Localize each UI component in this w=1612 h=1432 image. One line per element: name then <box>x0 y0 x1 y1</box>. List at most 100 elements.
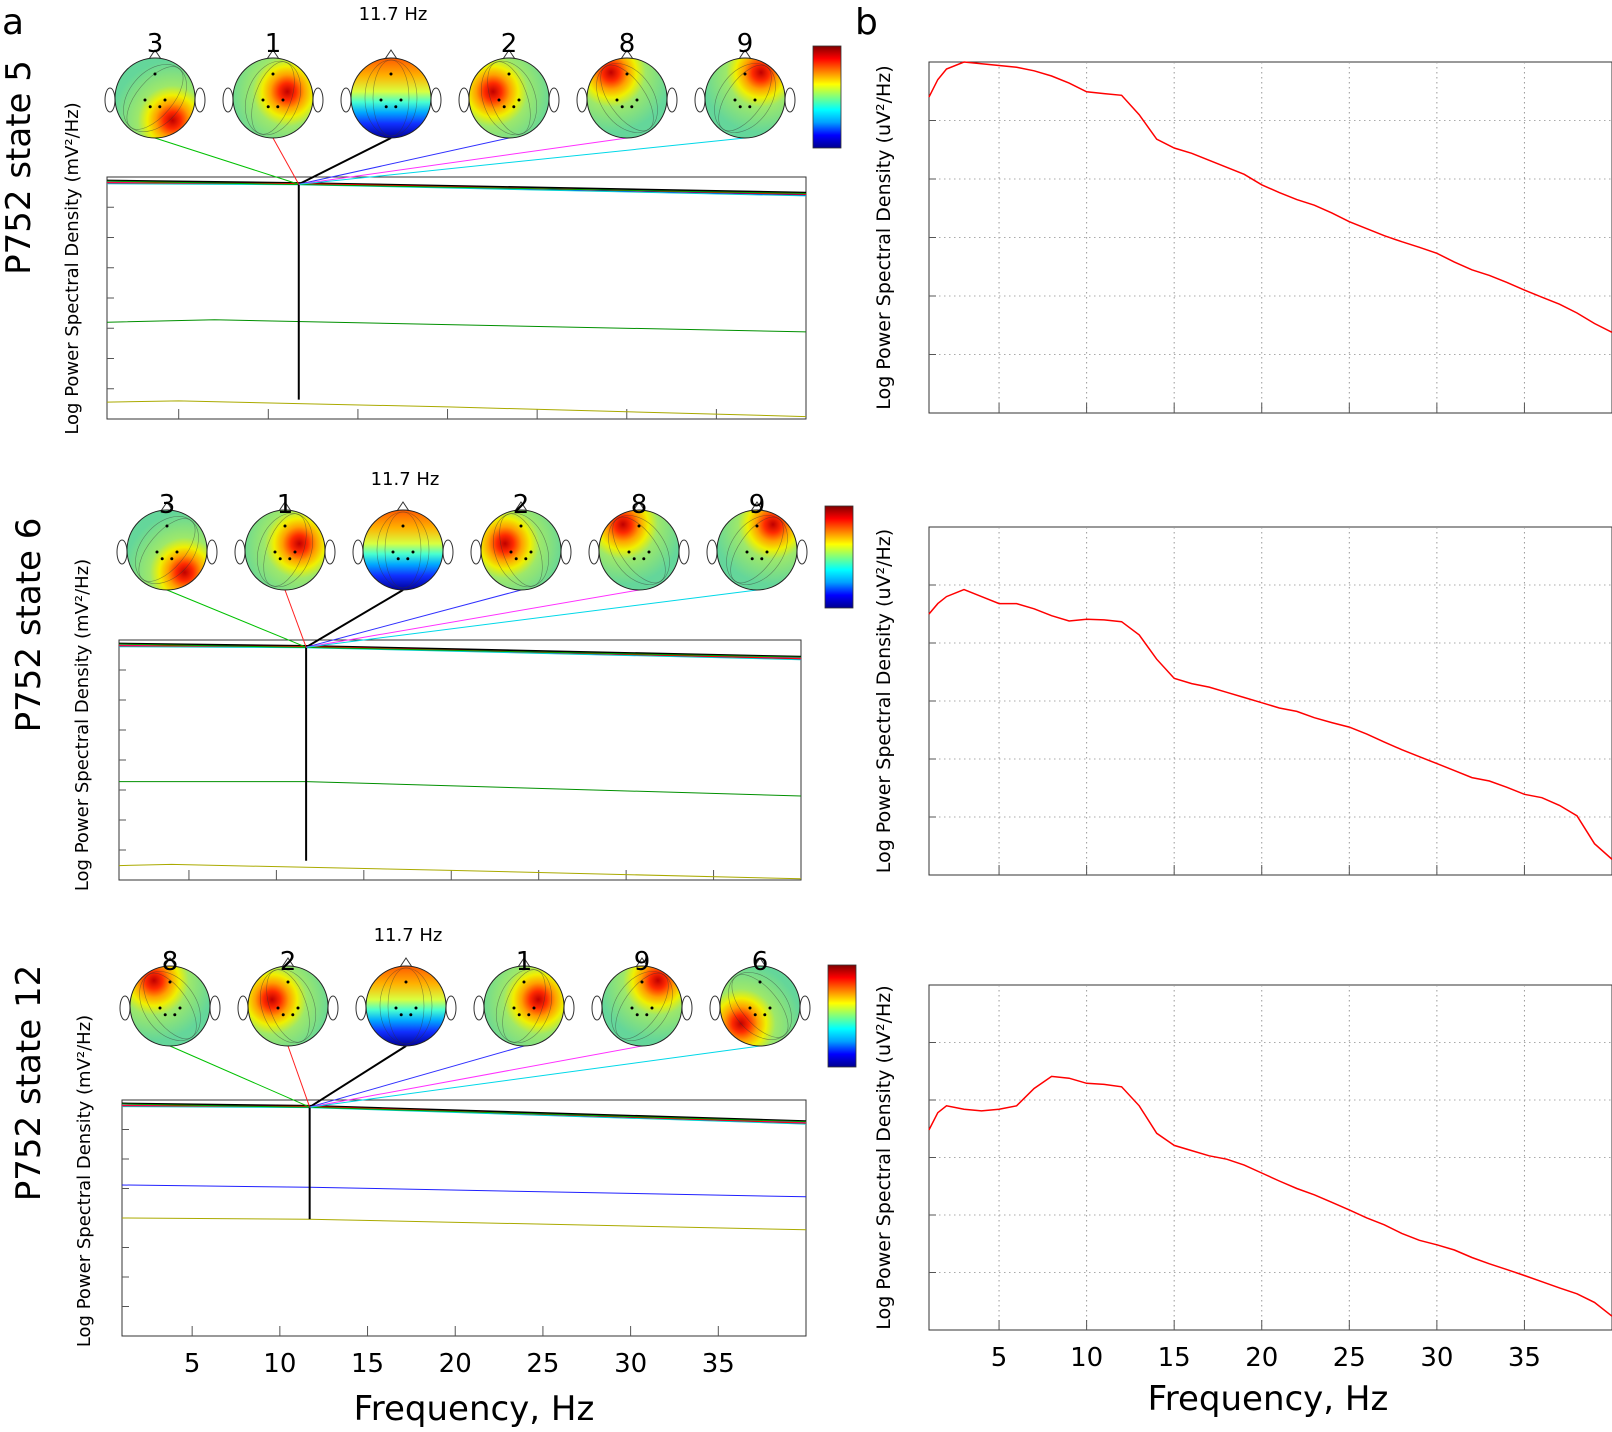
nose <box>266 49 280 60</box>
frequency-marker-label: 11.7 Hz <box>374 925 443 946</box>
electrode-dot <box>755 524 759 528</box>
nose <box>517 957 531 968</box>
component-label: 1 <box>277 490 294 520</box>
nose <box>738 49 752 60</box>
contour <box>611 971 673 1041</box>
contour <box>493 512 549 588</box>
electrode-dot <box>406 557 410 561</box>
electrode-dot <box>288 557 292 561</box>
electrode-dot <box>158 105 162 109</box>
electrode-dot <box>512 1006 516 1010</box>
topomap-connector <box>305 589 404 649</box>
topomap-connector <box>154 137 299 185</box>
electrode-dot <box>296 1006 300 1010</box>
electrode-dot <box>153 72 157 76</box>
x-tick-label: 30 <box>1420 1343 1453 1373</box>
frequency-marker-label: 11.7 Hz <box>359 4 428 25</box>
nose <box>632 501 646 512</box>
scalp-map <box>601 965 683 1047</box>
component-label: 1 <box>516 947 533 977</box>
scalp-map <box>350 57 432 139</box>
component-label: 3 <box>159 490 176 520</box>
contour <box>364 59 418 137</box>
electrode-dot <box>401 524 405 528</box>
x-tick-label: 20 <box>1245 1343 1278 1373</box>
series-line-blue-low <box>121 1184 807 1198</box>
plot-frame <box>106 176 807 420</box>
electrode-dot <box>630 1006 634 1010</box>
topomap-head <box>355 957 457 1047</box>
component-label: 1 <box>265 29 282 59</box>
y-axis-label: Log Power Spectral Density (uV²/Hz) <box>873 985 895 1329</box>
x-tick-label: 10 <box>263 1349 296 1379</box>
ear-right <box>784 87 796 113</box>
series-line-PSD <box>928 1075 1612 1317</box>
ear-right <box>324 539 336 565</box>
topomap-connector <box>310 1045 761 1108</box>
electrode-dot <box>625 72 629 76</box>
electrode-dot <box>394 1006 398 1010</box>
topomap-connector <box>284 589 307 648</box>
contour <box>135 516 199 584</box>
ear-right <box>681 995 693 1021</box>
nose <box>396 501 410 512</box>
ear-right <box>445 995 457 1021</box>
electrode-dot <box>271 72 275 76</box>
electrode-dot <box>647 550 651 554</box>
nose <box>148 49 162 60</box>
scalp-map <box>704 57 786 139</box>
electrode-dot <box>635 98 639 102</box>
series-line-green <box>106 180 807 194</box>
nose <box>384 49 398 60</box>
component-label: 2 <box>513 490 530 520</box>
electrode-dot <box>517 1013 521 1017</box>
ear-right <box>206 539 218 565</box>
plot-frame <box>121 1099 807 1337</box>
electrode-dot <box>517 98 521 102</box>
contour <box>139 971 201 1041</box>
x-axis-label-b: Frequency, Hz <box>1148 1379 1389 1419</box>
ear-left <box>355 995 367 1021</box>
nose <box>160 501 174 512</box>
electrode-dot <box>291 1013 295 1017</box>
contour <box>726 515 788 585</box>
topomap-head <box>588 501 690 591</box>
contour <box>608 515 670 585</box>
electrode-dot <box>160 557 164 561</box>
electrode-dot <box>750 557 754 561</box>
ear-right <box>194 87 206 113</box>
x-tick-label: 20 <box>439 1349 472 1379</box>
scalp-map <box>598 509 680 591</box>
scalp-map <box>247 965 329 1047</box>
contour <box>596 63 658 133</box>
component-label: 9 <box>749 490 766 520</box>
electrode-dot <box>763 1013 767 1017</box>
electrode-dot <box>276 105 280 109</box>
ear-left <box>576 87 588 113</box>
ear-left <box>706 539 718 565</box>
component-label: 6 <box>752 947 769 977</box>
electrode-dot <box>273 550 277 554</box>
contour <box>481 60 537 136</box>
component-label: 3 <box>147 29 164 59</box>
scalp-map <box>129 965 211 1047</box>
ear-right <box>442 539 454 565</box>
electrode-dot <box>768 1006 772 1010</box>
contour <box>496 968 552 1044</box>
ear-right <box>666 87 678 113</box>
electrode-dot <box>165 524 169 528</box>
component-label: 8 <box>162 947 179 977</box>
topomap-connector <box>305 589 522 648</box>
scalp-map <box>365 965 447 1047</box>
topomap-connector <box>298 137 392 186</box>
electrode-dot <box>168 980 172 984</box>
electrode-dot <box>522 980 526 984</box>
series-line-green <box>118 643 802 658</box>
electrode-dot <box>635 1013 639 1017</box>
topomap-connector <box>307 589 758 648</box>
series-line-dark-green <box>106 319 807 333</box>
electrode-dot <box>527 1013 531 1017</box>
contour <box>728 972 792 1040</box>
scalp-map <box>468 57 550 139</box>
electrode-dot <box>532 1006 536 1010</box>
